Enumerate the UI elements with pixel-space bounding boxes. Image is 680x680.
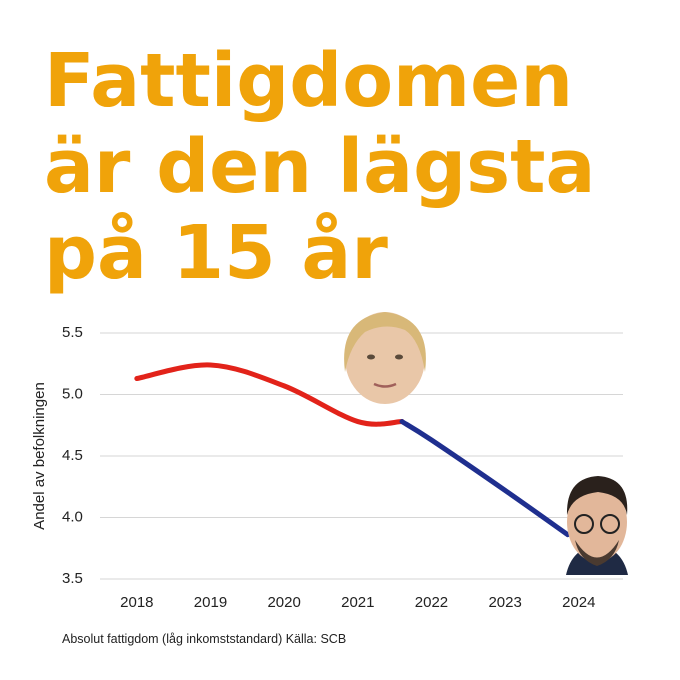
source-note: Absolut fattigdom (låg inkomststandard) … <box>62 632 346 646</box>
title-line: på 15 år <box>44 210 388 296</box>
y-tick-label: 4.0 <box>62 508 83 525</box>
x-tick-label: 2018 <box>120 594 153 611</box>
glasses <box>600 514 620 534</box>
x-tick-label: 2019 <box>194 594 227 611</box>
glasses <box>574 514 594 534</box>
hair <box>344 312 426 372</box>
y-tick-label: 5.5 <box>62 324 83 341</box>
x-tick-label: 2024 <box>562 594 595 611</box>
hair <box>566 476 628 515</box>
title-line: är den lägsta <box>44 124 595 210</box>
x-tick-label: 2023 <box>488 594 521 611</box>
x-tick-label: 2021 <box>341 594 374 611</box>
face <box>345 312 425 404</box>
mouth <box>373 382 397 388</box>
portrait-left <box>344 312 426 404</box>
title-line: Fattigdomen <box>44 38 573 124</box>
y-tick-label: 4.5 <box>62 447 83 464</box>
line <box>134 362 405 427</box>
eye <box>395 354 403 360</box>
face <box>567 482 627 562</box>
y-tick-label: 3.5 <box>62 570 83 587</box>
x-tick-label: 2020 <box>267 594 300 611</box>
eye <box>367 354 375 360</box>
y-tick-label: 5.0 <box>62 385 83 402</box>
plot: 3.5 4.0 4.5 5.0 5.5 2018 2019 2020 2021 2022 2023 2… <box>62 324 623 611</box>
line <box>399 419 571 538</box>
y-axis-label: Andel av befolkningen <box>31 382 48 530</box>
portrait-right <box>566 476 628 575</box>
x-tick-label: 2022 <box>415 594 448 611</box>
beard <box>575 540 619 566</box>
